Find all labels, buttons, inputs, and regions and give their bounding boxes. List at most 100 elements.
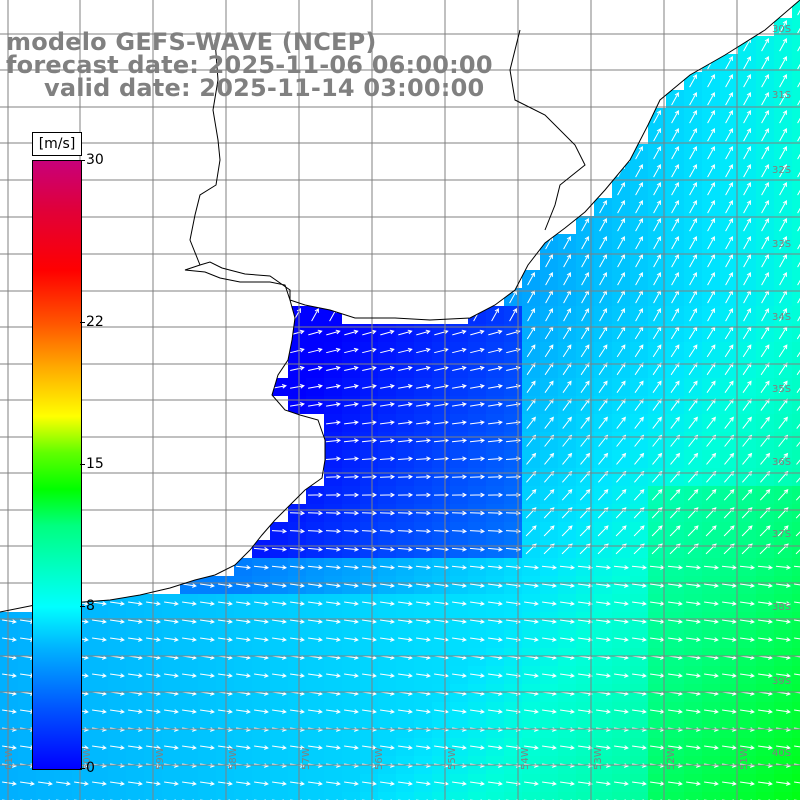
wind-arrow — [433, 546, 450, 552]
wind-cell — [792, 126, 800, 144]
wind-arrow — [578, 583, 593, 588]
wind-arrow — [743, 308, 751, 322]
wind-arrow — [326, 384, 341, 389]
wind-arrow — [634, 380, 644, 393]
wind-arrow — [361, 528, 378, 534]
wind-arrow — [560, 583, 575, 588]
wind-arrow — [218, 673, 233, 678]
latitude-label: 37S — [772, 529, 791, 540]
wind-arrow — [614, 673, 629, 678]
wind-arrow — [398, 781, 413, 786]
wind-cell — [108, 792, 126, 800]
wind-arrow — [725, 200, 733, 214]
wind-cell — [792, 396, 800, 414]
wind-arrow — [524, 709, 539, 714]
longitude-label: 60W — [82, 747, 93, 770]
wind-arrow — [379, 528, 396, 534]
wind-arrow — [776, 745, 791, 750]
wind-arrow — [725, 272, 733, 286]
wind-arrow — [671, 236, 679, 250]
wind-arrow — [308, 781, 323, 786]
wind-arrow — [599, 236, 607, 250]
wind-arrow — [452, 673, 467, 678]
wind-arrow — [307, 492, 324, 498]
wind-arrow — [795, 495, 800, 501]
wind-arrow — [343, 510, 360, 516]
wind-arrow — [470, 745, 485, 750]
wind-arrow — [794, 727, 800, 730]
wind-arrow — [2, 619, 17, 624]
wind-arrow — [524, 673, 539, 678]
wind-arrow — [779, 254, 787, 268]
wind-arrow — [254, 619, 269, 624]
wind-cell — [792, 738, 800, 756]
wind-arrow — [723, 525, 735, 537]
wind-arrow — [797, 99, 800, 106]
wind-arrow — [2, 709, 17, 714]
wind-arrow — [562, 398, 572, 411]
wind-arrow — [416, 347, 431, 354]
wind-arrow — [689, 74, 697, 88]
wind-arrow — [580, 380, 590, 393]
wind-arrow — [380, 637, 395, 642]
wind-arrow — [452, 384, 467, 389]
wind-arrow — [671, 128, 679, 142]
wind-arrow — [794, 709, 800, 712]
wind-arrow — [344, 781, 359, 786]
wind-arrow — [398, 583, 413, 588]
wind-arrow — [725, 110, 733, 124]
wind-cell — [792, 162, 800, 180]
wind-arrow — [416, 365, 431, 371]
wind-arrow — [542, 583, 557, 588]
wind-arrow — [794, 601, 800, 604]
wind-arrow — [562, 416, 572, 429]
wind-arrow — [707, 182, 715, 196]
wind-arrow — [704, 745, 719, 750]
wind-arrow — [361, 474, 378, 480]
latitude-label: 30S — [772, 24, 791, 35]
wind-arrow — [182, 601, 197, 606]
wind-arrow — [398, 347, 413, 354]
wind-arrow — [326, 583, 341, 588]
wind-cell — [792, 612, 800, 630]
wind-arrow — [686, 601, 701, 606]
forecast-date: forecast date: 2025-11-06 06:00:00 — [6, 51, 493, 79]
wind-arrow — [543, 489, 555, 501]
wind-arrow — [635, 308, 643, 322]
wind-arrow — [779, 146, 787, 160]
wind-arrow — [415, 456, 432, 462]
wind-arrow — [761, 110, 769, 124]
wind-arrow — [670, 452, 681, 465]
wind-arrow — [741, 525, 753, 537]
wind-arrow — [760, 344, 770, 358]
wind-arrow — [380, 384, 395, 389]
wind-cell — [792, 486, 800, 504]
wind-arrow — [545, 272, 553, 286]
wind-cell — [720, 792, 738, 800]
wind-arrow — [743, 56, 751, 70]
wind-arrow — [182, 673, 197, 678]
wind-arrow — [254, 601, 269, 606]
wind-arrow — [470, 384, 485, 389]
wind-arrow — [722, 637, 737, 642]
wind-arrow — [235, 565, 252, 570]
wind-arrow — [704, 673, 719, 678]
wind-arrow — [778, 398, 788, 411]
wind-arrow — [779, 74, 787, 88]
wind-arrow — [563, 308, 571, 322]
wind-arrow — [20, 781, 35, 786]
wind-cell — [504, 792, 522, 800]
wind-arrow — [614, 709, 629, 714]
wind-cell — [414, 792, 432, 800]
wind-arrow — [758, 673, 773, 678]
wind-arrow — [433, 528, 450, 534]
wind-cell — [792, 450, 800, 468]
latitude-label: 38S — [772, 602, 791, 613]
wind-cell — [234, 792, 252, 800]
wind-arrow — [653, 200, 661, 214]
wind-arrow — [236, 709, 251, 714]
wind-arrow — [433, 456, 450, 462]
wind-arrow — [797, 279, 800, 286]
wind-arrow — [705, 489, 717, 501]
wind-arrow — [307, 510, 324, 516]
